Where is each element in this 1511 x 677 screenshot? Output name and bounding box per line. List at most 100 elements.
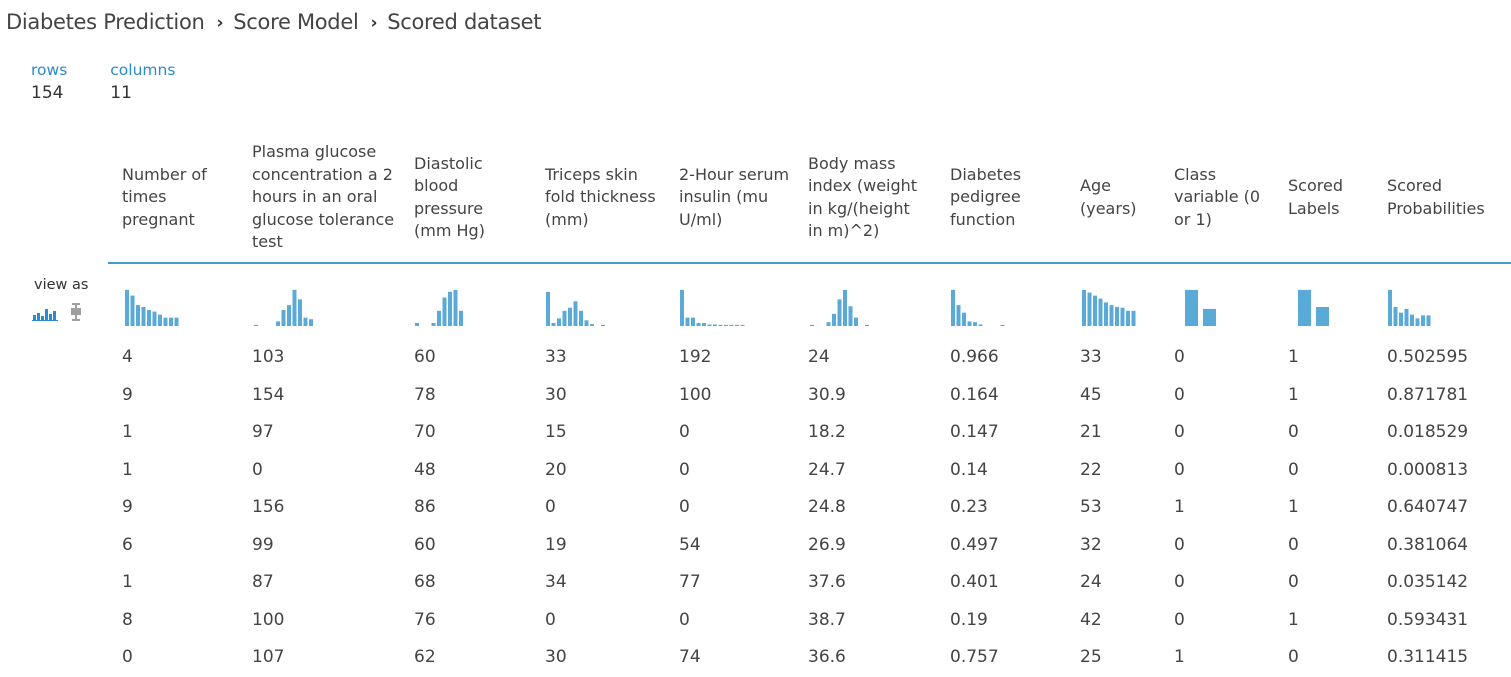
column-header[interactable]: Scored Labels [1288,140,1368,255]
table-cell[interactable]: 20 [545,459,567,480]
table-cell[interactable]: 0.000813 [1387,459,1469,480]
table-cell[interactable]: 0.966 [950,347,999,367]
table-cell[interactable]: 30.9 [808,384,846,405]
column-header[interactable]: Class variable (0 or 1) [1174,140,1264,255]
table-cell[interactable]: 26.9 [808,534,846,555]
column-histogram[interactable] [1185,284,1221,326]
table-cell[interactable]: 36.6 [808,647,846,667]
table-cell[interactable]: 0 [1288,459,1299,480]
table-row[interactable]: 9 154 78 30 100 30.9 0.164 45 0 1 0.871781 [0,377,1511,415]
table-cell[interactable]: 1 [122,459,133,480]
boxplot-icon[interactable] [70,303,82,325]
table-cell[interactable]: 100 [252,609,285,630]
table-cell[interactable]: 34 [545,572,567,592]
table-cell[interactable]: 0.147 [950,422,999,442]
table-cell[interactable]: 0.497 [950,534,999,555]
table-cell[interactable]: 0.311415 [1387,647,1469,667]
table-row[interactable]: 0 107 62 30 74 36.6 0.757 25 1 0 0.311415 [0,639,1511,677]
table-cell[interactable]: 30 [545,647,567,667]
table-cell[interactable]: 30 [545,384,567,405]
table-cell[interactable]: 0 [679,497,690,517]
table-cell[interactable]: 24.8 [808,497,846,517]
column-histogram[interactable] [546,284,607,326]
table-cell[interactable]: 99 [252,534,274,555]
table-cell[interactable]: 53 [1080,497,1102,517]
table-cell[interactable]: 0 [1174,572,1185,592]
table-cell[interactable]: 38.7 [808,609,846,630]
breadcrumb-item-experiment[interactable]: Diabetes Prediction [6,10,205,34]
table-cell[interactable]: 87 [252,572,274,592]
table-row[interactable]: 1 87 68 34 77 37.6 0.401 24 0 0 0.035142 [0,564,1511,602]
column-header[interactable]: 2-Hour serum insulin (mu U/ml) [679,140,794,255]
table-cell[interactable]: 0.871781 [1387,384,1469,405]
table-cell[interactable]: 0.19 [950,609,988,630]
table-cell[interactable]: 70 [414,422,436,442]
table-cell[interactable]: 0 [1174,459,1185,480]
table-cell[interactable]: 24 [1080,572,1102,592]
table-cell[interactable]: 24.7 [808,459,846,480]
table-cell[interactable]: 22 [1080,459,1102,480]
column-histogram[interactable] [1298,284,1334,326]
table-cell[interactable]: 107 [252,647,285,667]
table-cell[interactable]: 68 [414,572,436,592]
table-cell[interactable]: 45 [1080,384,1102,405]
table-cell[interactable]: 0.164 [950,384,999,405]
column-header[interactable]: Scored Probabilities [1387,140,1497,255]
table-cell[interactable]: 0 [679,609,690,630]
table-cell[interactable]: 0 [252,459,263,480]
table-cell[interactable]: 77 [679,572,701,592]
histogram-icon[interactable] [32,305,60,325]
table-row[interactable]: 1 0 48 20 0 24.7 0.14 22 0 0 0.000813 [0,452,1511,490]
table-row[interactable]: 9 156 86 0 0 24.8 0.23 53 1 1 0.640747 [0,489,1511,527]
column-histogram[interactable] [125,284,180,326]
table-cell[interactable]: 62 [414,647,436,667]
column-header[interactable]: Plasma glucose concentration a 2 hours i… [252,140,397,255]
table-cell[interactable]: 0 [1174,609,1185,630]
table-cell[interactable]: 37.6 [808,572,846,592]
table-cell[interactable]: 192 [679,347,712,367]
table-cell[interactable]: 100 [679,384,712,405]
table-cell[interactable]: 0 [679,459,690,480]
table-cell[interactable]: 1 [122,572,133,592]
column-histogram[interactable] [415,284,465,326]
table-row[interactable]: 6 99 60 19 54 26.9 0.497 32 0 0 0.381064 [0,527,1511,565]
table-cell[interactable]: 86 [414,497,436,517]
table-cell[interactable]: 0.401 [950,572,999,592]
table-cell[interactable]: 25 [1080,647,1102,667]
table-cell[interactable]: 54 [679,534,701,555]
table-cell[interactable]: 0 [545,609,556,630]
table-cell[interactable]: 0.14 [950,459,988,480]
table-cell[interactable]: 1 [1288,497,1299,517]
column-histogram[interactable] [810,284,871,326]
table-cell[interactable]: 9 [122,497,133,517]
table-cell[interactable]: 0.757 [950,647,999,667]
table-cell[interactable]: 0 [1174,347,1185,367]
table-cell[interactable]: 6 [122,534,133,555]
table-cell[interactable]: 74 [679,647,701,667]
table-cell[interactable]: 19 [545,534,567,555]
table-cell[interactable]: 103 [252,347,285,367]
table-row[interactable]: 1 97 70 15 0 18.2 0.147 21 0 0 0.018529 [0,414,1511,452]
table-cell[interactable]: 0.381064 [1387,534,1469,555]
table-cell[interactable]: 15 [545,422,567,442]
table-cell[interactable]: 1 [1288,609,1299,630]
column-histogram[interactable] [1082,284,1137,326]
column-header[interactable]: Age (years) [1080,140,1160,255]
column-histogram[interactable] [680,284,746,326]
table-cell[interactable]: 154 [252,384,285,405]
table-cell[interactable]: 42 [1080,609,1102,630]
table-cell[interactable]: 0.502595 [1387,347,1469,367]
table-cell[interactable]: 9 [122,384,133,405]
table-cell[interactable]: 33 [1080,347,1102,367]
table-cell[interactable]: 1 [1288,384,1299,405]
table-cell[interactable]: 60 [414,347,436,367]
table-cell[interactable]: 21 [1080,422,1102,442]
table-cell[interactable]: 156 [252,497,285,517]
table-cell[interactable]: 8 [122,609,133,630]
table-cell[interactable]: 1 [122,422,133,442]
column-histogram[interactable] [951,284,1006,326]
column-header[interactable]: Diabetes pedigree function [950,140,1050,255]
table-cell[interactable]: 97 [252,422,274,442]
table-cell[interactable]: 0 [1288,647,1299,667]
column-histogram[interactable] [1388,284,1432,326]
